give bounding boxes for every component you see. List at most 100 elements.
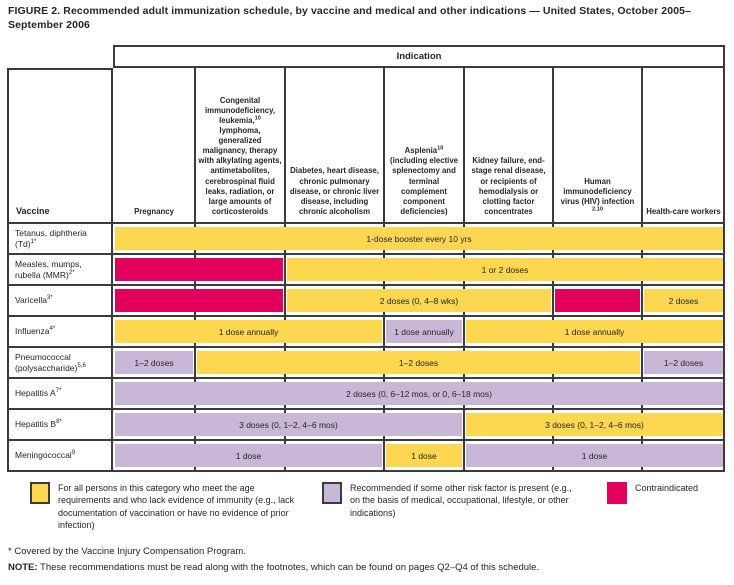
note-label: NOTE: — [8, 562, 38, 574]
vaccine-name: Pneumococcal (polysaccharide)5,6 — [7, 348, 113, 377]
vaccine-row: Hepatitis A7* 2 doses (0, 6–12 mos, or 0,… — [7, 377, 725, 408]
column-header: Human immunodeficiency virus (HIV) infec… — [553, 68, 642, 222]
note-text: These recommendations must be read along… — [37, 562, 540, 574]
text-segment: Kidney failure, end-stage renal disease,… — [471, 156, 546, 216]
column-header: Asplenia10 (including elective splenecto… — [384, 68, 464, 222]
schedule-bar-recommended_risk: 3 doses (0, 1–2, 4–6 mos) — [115, 413, 462, 436]
text-segment: Tetanus, diphtheria (Td) — [15, 227, 87, 249]
superscript: 2* — [68, 268, 75, 276]
immunization-table: Indication Vaccine Pregnancy Congenital i… — [7, 45, 725, 472]
superscript: 10 — [437, 145, 444, 152]
vaccine-name-text: Hepatitis B8* — [15, 419, 62, 430]
column-header-text: Health-care workers — [646, 207, 721, 217]
column-header-text: Kidney failure, end-stage renal disease,… — [467, 156, 550, 217]
row-bars: 1 dose 1 dose 1 dose — [113, 441, 725, 470]
superscript: 1* — [30, 237, 37, 245]
legend: For all persons in this category who mee… — [0, 482, 734, 540]
vaccine-name: Tetanus, diphtheria (Td)1* — [7, 224, 113, 253]
vaccine-name: Influenza4* — [7, 317, 113, 346]
vaccine-column-header: Vaccine — [7, 68, 113, 222]
vaccine-name-text: Measles, mumps, rubella (MMR)2* — [15, 259, 109, 280]
schedule-bar-for_all_persons: 2 doses (0, 4–8 wks) — [287, 289, 551, 312]
text-segment: Diabetes, heart disease, chronic pulmona… — [289, 166, 380, 216]
text-segment: Asplenia — [404, 146, 438, 156]
schedule-bar-for_all_persons: 1-dose booster every 10 yrs — [115, 227, 723, 250]
column-gridline — [552, 68, 554, 222]
column-gridline — [383, 317, 385, 346]
schedule-bar-for_all_persons: 3 doses (0, 1–2, 4–6 mos) — [466, 413, 723, 436]
vaccine-row: Influenza4* 1 dose annually 1 dose annuall… — [7, 315, 725, 346]
column-gridline — [723, 286, 725, 315]
vaccine-row: Tetanus, diphtheria (Td)1* 1-dose booster… — [7, 222, 725, 253]
column-header: Health-care workers — [642, 68, 725, 222]
vaccine-row: Meningococcal9 1 dose 1 dose 1 dose — [7, 439, 725, 470]
schedule-bar-contraindicated — [115, 258, 283, 281]
superscript: 7* — [55, 387, 62, 395]
text-segment: Health-care workers — [646, 206, 721, 216]
row-bars: 1-dose booster every 10 yrs — [113, 224, 725, 253]
superscript: 10 — [254, 115, 261, 122]
superscript: 3* — [46, 294, 53, 302]
indication-header: Indication — [113, 45, 725, 68]
column-gridline — [284, 68, 286, 222]
column-gridline — [723, 317, 725, 346]
text-segment: Human immunodeficiency virus (HIV) infec… — [560, 176, 635, 206]
footnote-note: NOTE: These recommendations must be read… — [8, 560, 730, 576]
vaccine-header-label: Vaccine — [16, 206, 50, 216]
column-gridline — [194, 68, 196, 222]
text-segment: Pregnancy — [134, 206, 174, 216]
text-segment: Hepatitis B — [15, 419, 57, 430]
vaccine-name-text: Pneumococcal (polysaccharide)5,6 — [15, 352, 109, 373]
legend-swatch-for_all_persons — [30, 482, 50, 504]
schedule-bar-recommended_risk: 1 dose — [115, 444, 382, 467]
schedule-bar-contraindicated — [115, 289, 283, 312]
vaccine-row: Varicella3* 2 doses (0, 4–8 wks) 2 doses — [7, 284, 725, 315]
vaccine-name-text: Tetanus, diphtheria (Td)1* — [15, 228, 109, 249]
vaccine-row: Measles, mumps, rubella (MMR)2* 1 or 2 do… — [7, 253, 725, 284]
text-segment: (including elective splenectomy and term… — [389, 156, 459, 216]
column-gridline — [723, 255, 725, 284]
legend-swatch-contraindicated — [607, 482, 627, 504]
indication-label: Indication — [396, 51, 442, 62]
column-gridline — [723, 224, 725, 253]
legend-item: Contraindicated — [607, 482, 727, 504]
row-bars: 1 or 2 doses — [113, 255, 725, 284]
column-gridline — [194, 348, 196, 377]
vaccine-row: Pneumococcal (polysaccharide)5,6 1–2 dose… — [7, 346, 725, 377]
footnotes: * Covered by the Vaccine Injury Compensa… — [8, 544, 730, 576]
text-segment: lymphoma, generalized malignancy, therap… — [198, 125, 282, 216]
vaccine-name-text: Varicella3* — [15, 295, 53, 306]
legend-text: For all persons in this category who mee… — [58, 483, 295, 531]
column-gridline — [723, 410, 725, 439]
row-bars: 3 doses (0, 1–2, 4–6 mos) 3 doses (0, 1–2… — [113, 410, 725, 439]
column-gridline — [723, 348, 725, 377]
column-header: Pregnancy — [113, 68, 195, 222]
superscript: 9 — [71, 449, 76, 457]
schedule-bar-for_all_persons: 1 dose annually — [466, 320, 723, 343]
superscript: 5,6 — [77, 361, 86, 369]
column-gridline — [723, 68, 725, 222]
column-header: Kidney failure, end-stage renal disease,… — [464, 68, 553, 222]
text-segment: Measles, mumps, rubella (MMR) — [15, 258, 82, 280]
legend-item: Recommended if some other risk factor is… — [322, 482, 584, 519]
column-gridline — [723, 441, 725, 470]
text-segment: Influenza — [15, 326, 50, 337]
schedule-bar-for_all_persons: 1 dose annually — [115, 320, 382, 343]
vaccine-name: Meningococcal9 — [7, 441, 113, 470]
column-gridline — [284, 286, 286, 315]
schedule-bar-for_all_persons: 2 doses — [644, 289, 723, 312]
column-header-text: Diabetes, heart disease, chronic pulmona… — [288, 166, 381, 217]
legend-swatch-recommended_risk — [322, 482, 342, 504]
column-header-text: Congenital immunodeficiency, leukemia,10… — [198, 96, 282, 218]
figure-title: FIGURE 2. Recommended adult immunization… — [8, 5, 692, 31]
schedule-bar-recommended_risk: 1 dose annually — [386, 320, 462, 343]
row-bars: 1–2 doses 1–2 doses 1–2 doses — [113, 348, 725, 377]
schedule-bar-recommended_risk: 1–2 doses — [644, 351, 723, 374]
text-segment: Congenital immunodeficiency, leukemia, — [204, 95, 276, 125]
schedule-bar-for_all_persons: 1 or 2 doses — [287, 258, 723, 281]
schedule-bar-recommended_risk: 1–2 doses — [115, 351, 193, 374]
vaccine-row: Hepatitis B8* 3 doses (0, 1–2, 4–6 mos) 3 … — [7, 408, 725, 439]
superscript: 4* — [49, 325, 56, 333]
column-gridline — [552, 286, 554, 315]
